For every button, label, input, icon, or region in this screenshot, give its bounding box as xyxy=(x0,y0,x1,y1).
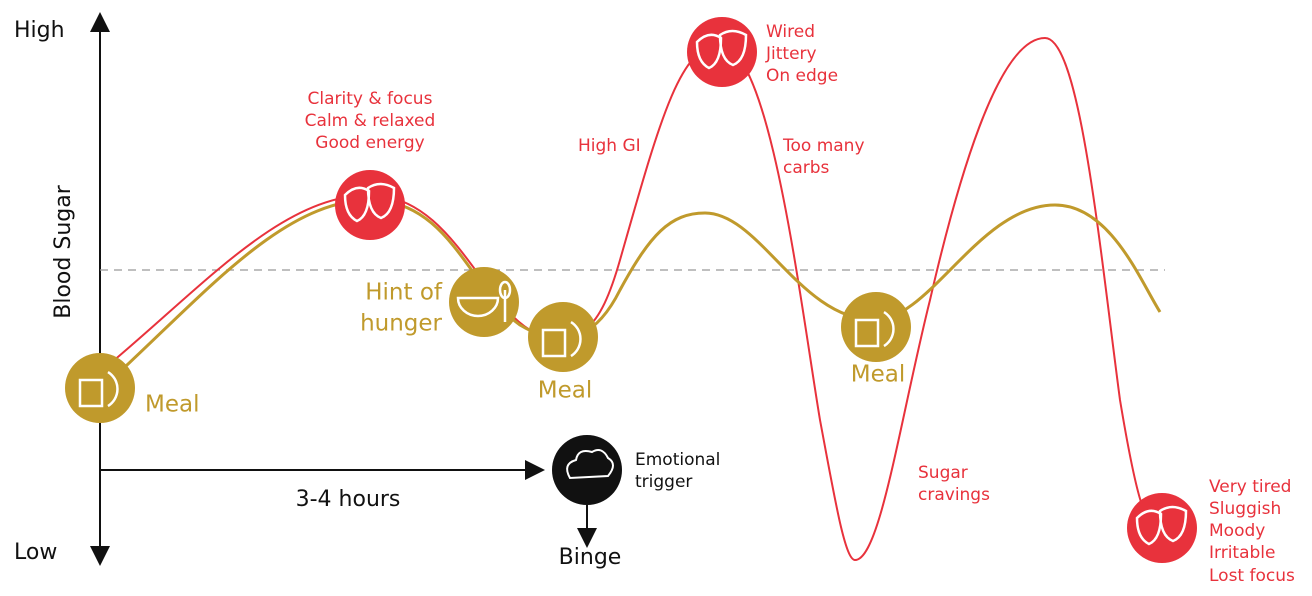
good-3: Good energy xyxy=(315,133,424,153)
carbs-2: carbs xyxy=(783,158,830,178)
tired-5: Lost focus xyxy=(1209,566,1295,586)
meal-3: Meal xyxy=(851,362,905,388)
trigger-2: trigger xyxy=(635,472,692,492)
meal-symbols xyxy=(78,280,895,408)
hunger-2: hunger xyxy=(360,311,442,337)
hunger-1: Hint of xyxy=(365,280,443,306)
trigger-1: Emotional xyxy=(635,450,720,470)
high-label: High xyxy=(14,18,65,43)
meal-icons xyxy=(65,267,911,423)
binge-label: Binge xyxy=(559,545,622,570)
meal-1: Meal xyxy=(145,392,199,418)
cravings-2: cravings xyxy=(918,485,990,505)
wired-1: Wired xyxy=(766,22,815,42)
cravings-1: Sugar xyxy=(918,463,968,483)
wired-3: On edge xyxy=(766,66,838,86)
tired-3: Moody xyxy=(1209,521,1265,541)
low-label: Low xyxy=(14,540,57,565)
good-2: Calm & relaxed xyxy=(305,111,436,131)
wired-2: Jittery xyxy=(765,44,817,64)
red-curve xyxy=(99,36,1161,562)
axis-title: Blood Sugar xyxy=(51,184,76,318)
duration-label: 3-4 hours xyxy=(296,487,401,512)
tired-1: Very tired xyxy=(1209,477,1291,497)
tired-4: Irritable xyxy=(1209,543,1275,563)
mood-symbols xyxy=(343,29,1188,546)
carbs-1: Too many xyxy=(782,136,865,156)
trigger-symbol xyxy=(566,449,614,480)
high-gi: High GI xyxy=(578,136,641,156)
tired-2: Sluggish xyxy=(1209,499,1281,519)
meal-2: Meal xyxy=(538,378,592,404)
good-1: Clarity & focus xyxy=(308,89,433,109)
